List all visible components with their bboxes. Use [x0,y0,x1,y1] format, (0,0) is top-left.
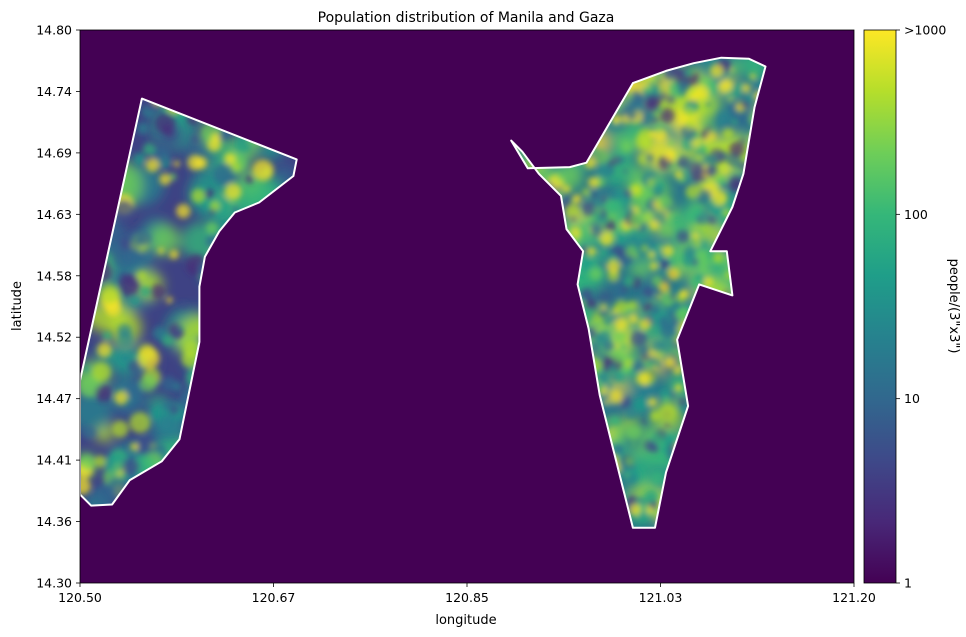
y-tick-label: 14.69 [36,145,72,160]
y-tick-label: 14.36 [36,514,72,529]
colorbar-tick-label: 1 [904,576,912,591]
y-tick-label: 14.52 [36,330,72,345]
x-tick-label: 120.85 [445,590,489,605]
manila-boundary [510,56,767,529]
colorbar-ticks: 1 10 100 >1000 [896,23,946,591]
y-axis: 14.30 14.36 14.41 14.47 14.52 14.58 14.63 14.69… [36,23,80,591]
x-tick-label: 121.20 [832,590,876,605]
y-tick-label: 14.41 [36,453,72,468]
colorbar: 1 10 100 >1000 people/(3"x3") [863,23,961,591]
colorbar-tick-label: 100 [904,207,928,222]
x-axis: 120.50 120.67 120.85 121.03 121.20 [58,583,876,605]
y-tick-label: 14.74 [36,84,72,99]
y-tick-label: 14.58 [36,268,72,283]
y-tick-label: 14.80 [36,23,72,38]
colorbar-gradient [863,29,897,584]
chart-title: Population distribution of Manila and Ga… [318,10,615,26]
region-boundaries [80,56,767,529]
colorbar-tick-label: >1000 [904,23,946,38]
colorbar-tick-label: 10 [904,391,920,406]
y-tick-label: 14.30 [36,576,72,591]
x-tick-label: 120.67 [252,590,296,605]
y-tick-label: 14.63 [36,207,72,222]
x-tick-label: 121.03 [639,590,683,605]
y-axis-label: latitude [10,281,25,331]
x-tick-label: 120.50 [58,590,102,605]
gaza-boundary [80,97,298,507]
x-axis-label: longitude [435,613,496,628]
y-tick-label: 14.47 [36,391,72,406]
plot-area [79,29,855,584]
colorbar-label: people/(3"x3") [946,259,961,354]
